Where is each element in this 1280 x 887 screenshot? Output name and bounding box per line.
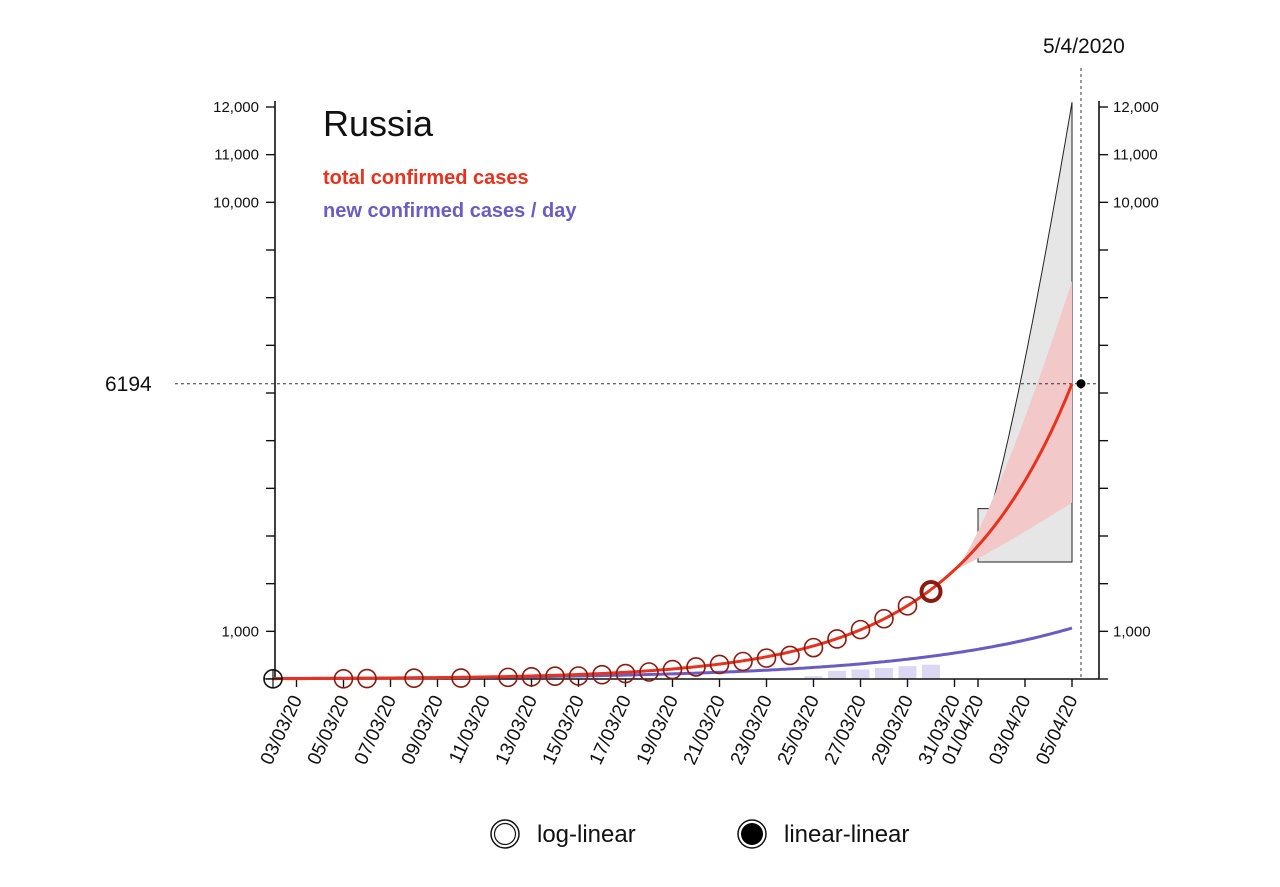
x-tick-label: 07/03/20 — [351, 692, 401, 768]
bottom-legend-log-linear: log-linear — [537, 821, 636, 848]
x-tick-label: 27/03/20 — [821, 692, 871, 768]
data-point-latest — [919, 579, 943, 603]
x-tick-label: 11/03/20 — [445, 692, 495, 767]
data-point — [662, 659, 683, 680]
legend-total-cases: total confirmed cases — [323, 167, 529, 189]
x-tick-label: 19/03/20 — [633, 692, 683, 768]
daily-bars — [804, 664, 940, 679]
data-point — [545, 666, 565, 686]
data-point — [733, 651, 753, 672]
data-point — [709, 654, 730, 675]
data-point — [686, 657, 706, 677]
x-tick-label: 15/03/20 — [539, 692, 589, 768]
total-cases-fit-line — [273, 383, 1074, 681]
prediction-bands — [954, 102, 1073, 570]
daily-bar — [898, 666, 917, 679]
chart-title: Russia — [323, 103, 434, 144]
data-point — [404, 668, 424, 688]
daily-bar — [828, 670, 846, 679]
fit-curves — [273, 383, 1074, 681]
reference-value-label: 6194 — [105, 373, 152, 396]
data-point — [357, 668, 377, 689]
right-y-tick-label: 1,000 — [1113, 623, 1151, 640]
data-point — [850, 619, 871, 640]
right-y-tick-label: 12,000 — [1113, 99, 1159, 116]
observed-points — [263, 579, 943, 689]
data-point — [451, 668, 471, 688]
bottom-legend: log-linear linear-linear — [490, 819, 909, 849]
daily-bar — [922, 664, 940, 679]
reference-date-label: 5/4/2020 — [1043, 35, 1125, 58]
left-y-tick-label: 11,000 — [214, 147, 259, 164]
left-y-tick-label: 12,000 — [213, 99, 259, 116]
x-tick-label: 03/04/20 — [985, 692, 1035, 768]
right-y-tick-label: 10,000 — [1113, 194, 1159, 211]
x-tick-label: 17/03/20 — [586, 692, 636, 768]
data-point — [333, 669, 354, 689]
data-point — [827, 629, 847, 649]
data-point — [897, 596, 918, 616]
data-point — [521, 667, 542, 687]
inner-interval-band — [954, 281, 1072, 570]
x-tick-label: 05/04/20 — [1032, 692, 1082, 768]
x-tick-label: 13/03/20 — [492, 692, 542, 768]
data-point — [615, 663, 636, 684]
daily-bar — [851, 669, 870, 679]
x-tick-label: 23/03/20 — [727, 692, 777, 768]
data-point — [498, 667, 518, 688]
right-y-tick-label: 11,000 — [1113, 147, 1158, 164]
data-point — [780, 645, 800, 666]
data-point — [592, 664, 612, 685]
left-y-tick-label: 10,000 — [213, 194, 259, 211]
bottom-legend-linear-linear: linear-linear — [784, 821, 909, 848]
daily-bar — [804, 676, 823, 679]
data-point — [803, 637, 824, 658]
data-point — [568, 666, 589, 686]
x-tick-label: 29/03/20 — [868, 692, 918, 768]
filled-circle-icon-inner — [741, 823, 763, 845]
new-cases-fit-line — [273, 626, 1073, 680]
data-point — [874, 608, 894, 629]
x-tick-label: 21/03/20 — [680, 692, 730, 768]
x-tick-label: 09/03/20 — [398, 692, 448, 768]
data-point — [756, 648, 777, 668]
reference-lines — [175, 68, 1099, 679]
x-tick-label: 25/03/20 — [774, 692, 824, 768]
reference-point — [1076, 379, 1086, 389]
x-tick-labels: 03/03/2005/03/2007/03/2009/03/2011/03/20… — [257, 692, 1083, 768]
x-tick-label: 05/03/20 — [304, 692, 354, 768]
open-circle-icon-inner — [493, 822, 517, 846]
data-point — [639, 662, 659, 682]
legend-new-cases: new confirmed cases / day — [323, 200, 577, 222]
x-tick-label: 03/03/20 — [257, 692, 307, 768]
left-y-tick-label: 1,000 — [221, 623, 259, 640]
daily-bar — [875, 668, 893, 679]
